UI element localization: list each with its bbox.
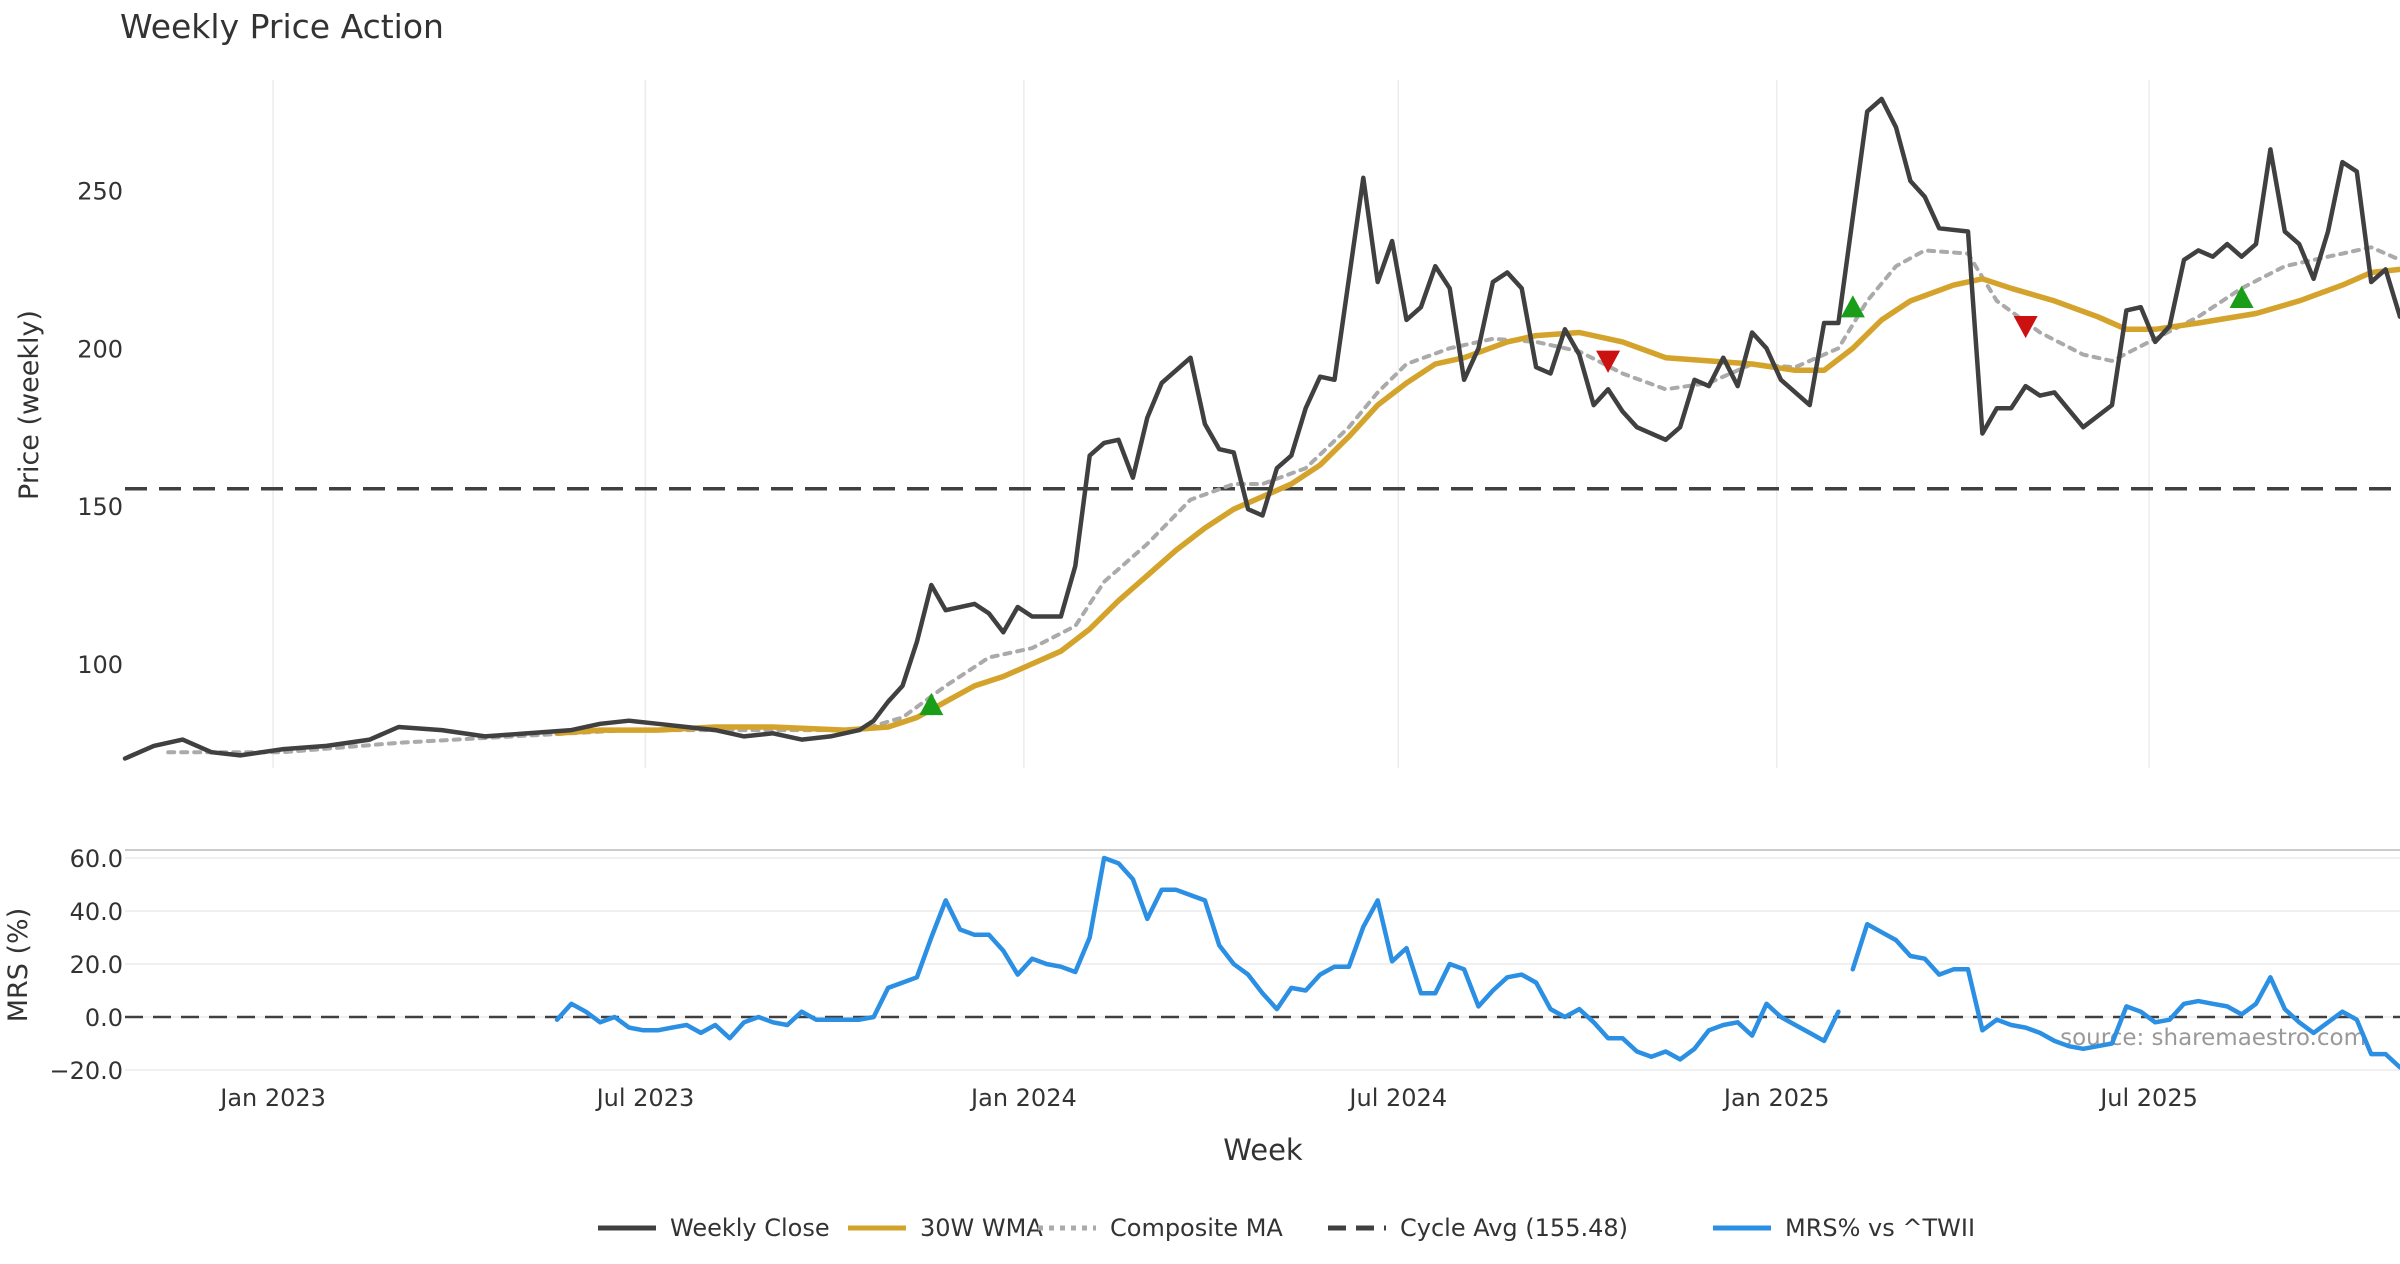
- x-axis-label: Week: [1223, 1133, 1303, 1167]
- price-chart-title: Weekly Price Action: [120, 7, 444, 46]
- x-tick-label: Jan 2023: [218, 1084, 326, 1112]
- legend: Weekly Close 30W WMA Composite MA Cycle Avg…: [598, 1214, 1975, 1242]
- legend-item-label: Cycle Avg (155.48): [1400, 1214, 1628, 1242]
- mrs-panel: 60.0 40.0 20.0 0.0 −20.0 Jan 2023 Jul 2023 Jan …: [49, 845, 2400, 1112]
- x-tick-label: Jan 2024: [969, 1084, 1077, 1112]
- buy-signal-marker: [1840, 295, 1865, 318]
- price-y-tick-label: 200: [77, 335, 123, 363]
- buy-signal-marker: [2229, 285, 2254, 308]
- legend-item-label: 30W WMA: [920, 1214, 1043, 1242]
- sell-signal-marker: [1596, 350, 1621, 373]
- mrs-y-tick-label: 40.0: [70, 898, 123, 926]
- series-mrs-vs-twii-segment: [554, 855, 1841, 1062]
- price-y-tick-label: 250: [77, 177, 123, 205]
- series-composite-ma: [166, 245, 2400, 755]
- price-y-tick-label: 100: [77, 651, 123, 679]
- x-tick-label: Jan 2025: [1722, 1084, 1830, 1112]
- legend-item-label: Composite MA: [1110, 1214, 1283, 1242]
- mrs-y-tick-label: 60.0: [70, 845, 123, 873]
- mrs-y-tick-label: −20.0: [49, 1057, 123, 1085]
- series-30w-wma: [554, 266, 2400, 737]
- price-y-axis-label: Price (weekly): [14, 310, 45, 500]
- mrs-y-axis-label: MRS (%): [3, 908, 34, 1023]
- price-panel: 100 150 200 250: [77, 80, 2400, 768]
- x-tick-label: Jul 2025: [2098, 1084, 2198, 1112]
- sell-signal-marker: [2013, 315, 2038, 339]
- x-tick-label: Jul 2023: [595, 1084, 695, 1112]
- buy-signal-marker: [919, 692, 944, 716]
- price-y-tick-label: 150: [77, 493, 123, 521]
- legend-item-label: MRS% vs ^TWII: [1785, 1214, 1975, 1242]
- mrs-y-tick-label: 0.0: [85, 1004, 123, 1032]
- series-weekly-close: [122, 96, 2400, 761]
- legend-item-label: Weekly Close: [670, 1214, 830, 1242]
- mrs-y-tick-label: 20.0: [70, 951, 123, 979]
- series-mrs-vs-twii-segment: [1850, 921, 2400, 1070]
- x-tick-label: Jul 2024: [1347, 1084, 1447, 1112]
